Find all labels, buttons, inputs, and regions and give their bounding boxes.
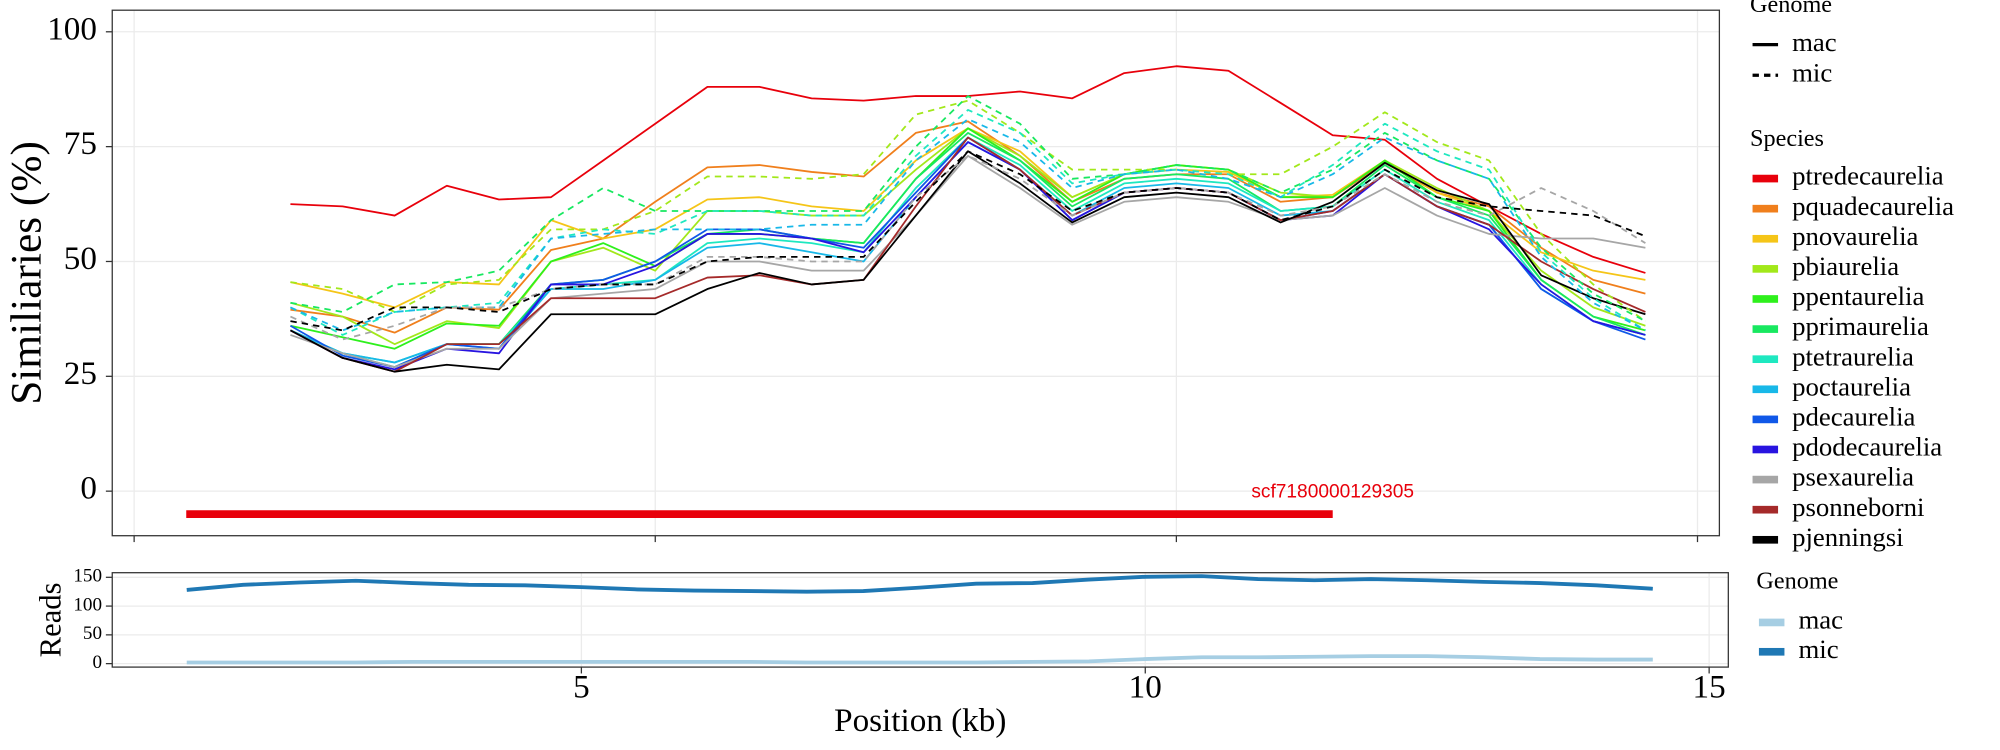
series-line: [290, 95, 1646, 322]
series-line: [290, 99, 1646, 322]
y-axis-title: Similiaries (%): [3, 141, 51, 405]
legend-label: psonneborni: [1792, 492, 1924, 522]
legend-label: mic: [1798, 634, 1838, 664]
series-line: [186, 654, 1653, 665]
legend-label: pjenningsi: [1792, 522, 1904, 552]
y-tick-label: 0: [80, 470, 97, 507]
legend-swatch: [1752, 234, 1779, 243]
series-line: [290, 132, 1646, 368]
legend-label: ptetraurelia: [1792, 341, 1914, 371]
legend-label: pbiaurelia: [1792, 251, 1899, 281]
legend-title: Genome: [1756, 567, 1838, 594]
y-tick-label: 100: [73, 594, 102, 615]
y-axis-title: Reads: [34, 582, 68, 657]
legend-label: ppentaurelia: [1792, 281, 1924, 311]
legend-swatch: [1752, 535, 1779, 544]
legend-swatch: [1752, 445, 1779, 454]
legend-label: mic: [1792, 57, 1832, 87]
annotation-label: scf7180000129305: [1251, 481, 1414, 502]
panel-border: [111, 9, 1721, 537]
legend-label: poctaurelia: [1792, 371, 1911, 401]
legend-swatch: [1752, 355, 1779, 364]
legend-title: Genome: [1750, 0, 1832, 18]
legend-swatch: [1752, 505, 1779, 514]
legend-label: psexaurelia: [1792, 462, 1914, 492]
legend-swatch: [1752, 265, 1779, 273]
series-line: [290, 154, 1646, 368]
legend-label: pnovaurelia: [1792, 221, 1918, 251]
y-tick-label: 150: [73, 566, 102, 587]
y-tick-label: 50: [64, 240, 97, 277]
legend-swatch: [1752, 295, 1779, 303]
series-line: [186, 574, 1653, 594]
legend-label: pquadecaurelia: [1792, 191, 1954, 221]
legend-label: pprimaurelia: [1792, 311, 1929, 341]
legend-label: pdecaurelia: [1792, 402, 1915, 432]
y-tick-label: 50: [83, 623, 102, 644]
legend-swatch: [1752, 415, 1779, 424]
y-tick-label: 25: [64, 355, 97, 392]
legend-swatch: [1752, 385, 1779, 394]
y-tick-label: 100: [47, 10, 97, 47]
legend-title: Species: [1750, 125, 1824, 152]
legend-label: ptredecaurelia: [1792, 161, 1944, 191]
legend-swatch: [1752, 174, 1779, 183]
legend-swatch: [1752, 204, 1779, 213]
series-line: [290, 136, 1646, 373]
legend-swatch: [1758, 647, 1785, 656]
y-tick-label: 75: [64, 125, 97, 162]
legend-label: mac: [1798, 605, 1843, 635]
legend-swatch: [1758, 618, 1785, 627]
x-tick-label: 10: [1129, 669, 1162, 706]
legend-swatch: [1752, 325, 1779, 333]
series-line: [290, 109, 1646, 336]
legend-label: pdodecaurelia: [1792, 432, 1942, 462]
legend-swatch: [1752, 475, 1779, 484]
panel: [112, 10, 1720, 536]
x-axis-title: Position (kb): [834, 702, 1006, 739]
legend-label: mac: [1792, 27, 1837, 57]
x-tick-label: 15: [1693, 669, 1726, 706]
y-tick-label: 0: [92, 652, 102, 673]
x-tick-label: 5: [573, 669, 590, 706]
panel-border: [111, 572, 1729, 668]
series-line: [290, 118, 1646, 332]
series-line: [290, 150, 1646, 332]
